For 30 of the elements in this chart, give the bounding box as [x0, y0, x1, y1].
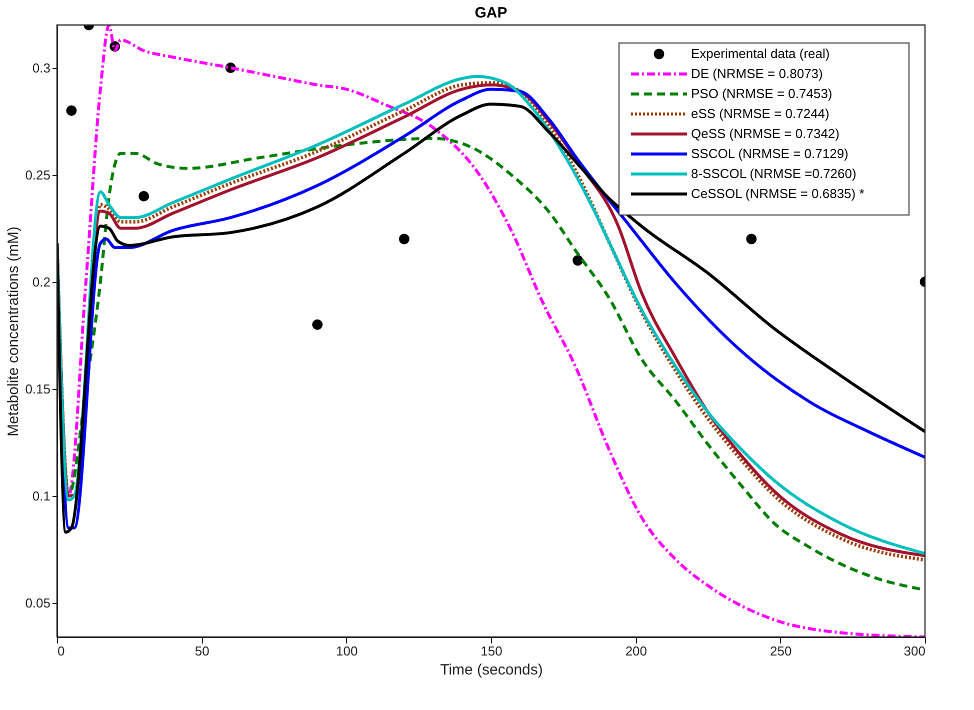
- y-axis-title: Metabolite concentrations (mM): [5, 226, 22, 437]
- x-tick-label: 150: [480, 644, 502, 658]
- y-tick-label: 0.15: [25, 381, 50, 396]
- point: [138, 190, 150, 202]
- legend-label: DE (NRMSE = 0.8073): [691, 66, 823, 81]
- legend-label: QeSS (NRMSE = 0.7342): [691, 126, 840, 141]
- point: [66, 105, 77, 116]
- legend-label: CeSSOL (NRMSE = 0.6835) *: [691, 186, 864, 201]
- y-tick-label: 0.3: [32, 60, 50, 76]
- x-axis-title: Time (seconds): [440, 662, 543, 678]
- x-tick-label: 100: [336, 644, 358, 658]
- x-tick-label: 200: [625, 644, 648, 658]
- y-tick-label: 0.1: [32, 488, 50, 504]
- legend-label: Experimental data (real): [691, 46, 830, 61]
- y-tick-label: 0.05: [25, 595, 50, 610]
- point: [572, 255, 584, 266]
- x-tick-label: 250: [770, 644, 792, 658]
- legend-label: PSO (NRMSE = 0.7453): [691, 86, 832, 101]
- x-tick-label: 50: [194, 644, 210, 658]
- x-tick-label: 0: [58, 644, 65, 658]
- chart-title: GAP: [474, 4, 508, 22]
- legend-label: 8-SSCOL (NRMSE =0.7260): [691, 166, 856, 181]
- legend-label: eSS (NRMSE = 0.7244): [691, 106, 830, 121]
- legend-label: SSCOL (NRMSE = 0.7129): [691, 146, 848, 161]
- x-tick-label: 300: [904, 644, 926, 658]
- point: [312, 319, 323, 330]
- y-tick-label: 0.2: [32, 274, 50, 290]
- point: [746, 234, 757, 244]
- y-tick-label: 0.25: [25, 167, 50, 182]
- point: [398, 234, 410, 244]
